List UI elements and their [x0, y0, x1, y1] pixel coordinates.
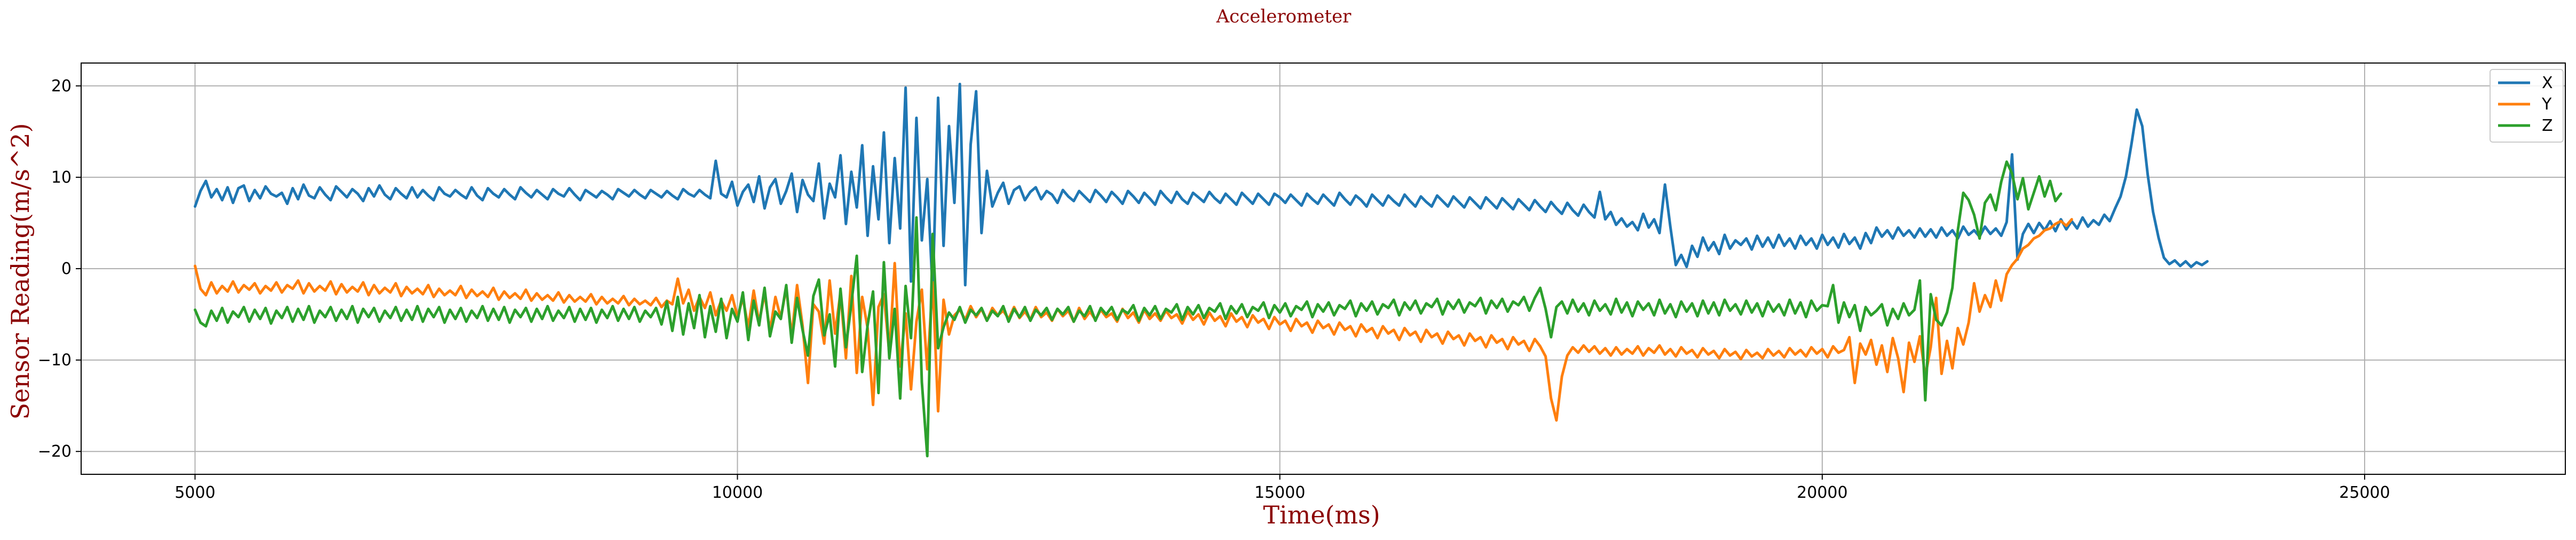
- x-axis-label: Time(ms): [1263, 500, 1380, 529]
- legend: XYZ: [2490, 69, 2564, 143]
- y-tick-label: 20: [51, 77, 72, 96]
- x-tick-label: 5000: [175, 483, 215, 502]
- x-tick-label: 20000: [1797, 483, 1847, 502]
- legend-label-z: Z: [2542, 116, 2553, 135]
- x-tick-label: 10000: [712, 483, 763, 502]
- y-tick-label: −20: [38, 442, 72, 461]
- y-tick-label: 0: [61, 260, 72, 278]
- legend-label-x: X: [2542, 74, 2553, 92]
- series-line-z: [193, 160, 2063, 458]
- legend-label-y: Y: [2541, 95, 2552, 114]
- y-tick-label: −10: [38, 351, 72, 370]
- y-tick-label: 10: [51, 168, 72, 187]
- series-line-y: [193, 218, 2073, 422]
- x-tick-label: 25000: [2339, 483, 2390, 502]
- grid: [81, 63, 2565, 474]
- x-tick-label: 15000: [1254, 483, 1305, 502]
- series-line-x: [193, 82, 2209, 295]
- y-axis-label: Sensor Reading(m/s^2): [6, 123, 35, 419]
- axis-ticks: 5000 10000 15000 20000 25000 −20 −10 0 10 20: [38, 77, 2390, 502]
- series-lines: [193, 82, 2209, 458]
- legend-box: [2490, 69, 2564, 143]
- chart-title: Accelerometer: [1216, 6, 1352, 27]
